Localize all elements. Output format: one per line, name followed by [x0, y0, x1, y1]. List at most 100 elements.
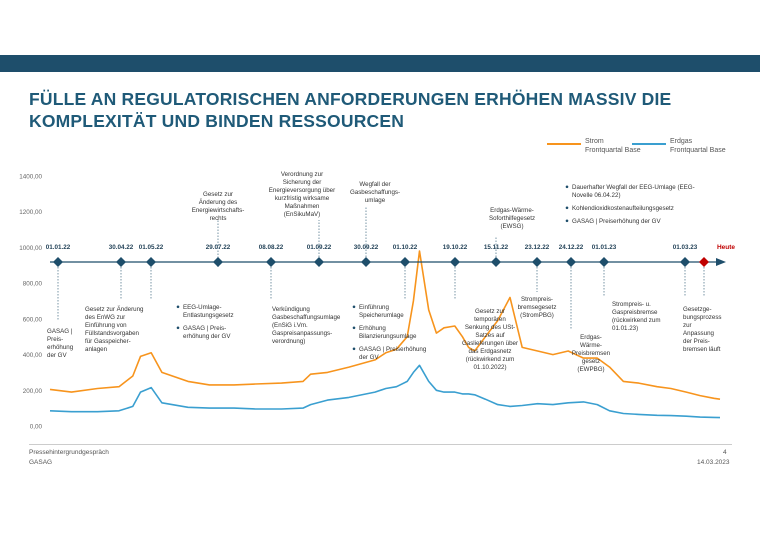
note-storage-levy: Speicherumlage	[359, 312, 404, 319]
note-vat-reduction: Gesetz zur	[475, 308, 505, 315]
note-gasag-price-jun: erhöhung der GV	[183, 333, 231, 340]
note-ewpbg: Wärme-	[580, 342, 602, 349]
y-tick-label: 1000,00	[19, 245, 42, 252]
timeline-marker	[314, 257, 324, 267]
note-legislation-ongoing: bremsen läuft	[683, 346, 721, 353]
footer-page-number: 4	[723, 449, 727, 456]
note-gas-levy-removal: Gasbeschaffungs-	[350, 189, 400, 196]
price-chart: 0,00200,00400,00600,00800,001000,001200,…	[0, 0, 760, 537]
y-tick-label: 200,00	[23, 388, 43, 395]
note-price-brakes: Strompreis- u.	[612, 301, 651, 308]
note-enwg-storage: anlagen	[85, 346, 108, 353]
y-tick-label: 600,00	[23, 316, 43, 323]
note-gasag-price-oct-bullet	[353, 348, 356, 351]
footer-date: 14.03.2023	[697, 459, 730, 466]
note-ensikumav: Verordnung zur	[281, 171, 323, 178]
timeline-marker	[266, 257, 276, 267]
note-gasag-price-jan: GASAG |	[47, 328, 73, 335]
note-gas-procurement-levy: verordnung)	[272, 338, 305, 345]
note-enwg-change: Änderung des	[199, 199, 238, 206]
note-legislation-ongoing: Gesetzge-	[683, 306, 712, 313]
note-eeg-novelle-bullet	[566, 186, 569, 189]
note-vat-reduction: temporären	[474, 316, 506, 323]
note-ensikumav: Energieversorgung über	[269, 187, 335, 194]
timeline-arrow	[716, 258, 726, 266]
note-strompbg: (StromPBG)	[520, 312, 554, 319]
timeline-date-label: 01.01.22	[46, 244, 71, 251]
note-vat-reduction: Senkung des USt-	[465, 324, 515, 331]
timeline-date-label: 08.08.22	[259, 244, 284, 251]
timeline-date-label: 19.10.22	[443, 244, 468, 251]
note-eeg-relief: Entlastungsgesetz	[183, 312, 234, 319]
note-enwg-storage: des EnWG zur	[85, 314, 125, 321]
note-gas-procurement-levy: (EnSiG i.Vm.	[272, 322, 308, 329]
note-balancing-levy: Bilanzierungsumlage	[359, 333, 417, 340]
note-storage-levy: Einführung	[359, 304, 389, 311]
note-vat-reduction: Gaslieferungen über	[462, 340, 518, 347]
note-gasag-price-1: GASAG | Preiserhöhung der GV	[572, 218, 661, 225]
note-co2-cost-bullet	[566, 207, 569, 210]
note-legislation-ongoing: bungsprozess	[683, 314, 722, 321]
note-gas-procurement-levy: Gasbeschaffungsumlage	[272, 314, 341, 321]
note-ensikumav: Sicherung der	[283, 179, 322, 186]
note-legislation-ongoing: zur	[683, 322, 692, 329]
note-legislation-ongoing: Anpassung	[683, 330, 715, 337]
timeline-marker	[116, 257, 126, 267]
note-gasag-price-oct: GASAG | Preiserhöhung	[359, 346, 427, 353]
note-gasag-price-jun-bullet	[177, 327, 180, 330]
y-tick-label: 400,00	[23, 352, 43, 359]
note-ensikumav: Maßnahmen	[285, 203, 320, 210]
today-marker	[699, 257, 709, 267]
note-enwg-storage: Gesetz zur Änderung	[85, 306, 144, 313]
note-gas-procurement-levy: Gaspreisanpassungs-	[272, 330, 332, 337]
note-gasag-price-jan: Preis-	[47, 336, 63, 343]
y-tick-label: 800,00	[23, 281, 43, 288]
timeline-date-label: 01.10.22	[393, 244, 418, 251]
note-legislation-ongoing: der Preis-	[683, 338, 710, 345]
note-co2-cost: Kohlendioxidkostenaufteilungsgesetz	[572, 205, 674, 212]
footer-event: Pressehintergrundgespräch	[29, 449, 109, 456]
footer-company: GASAG	[29, 459, 52, 466]
note-vat-reduction: Satzes auf	[475, 332, 505, 339]
note-gasag-price-jun: GASAG | Preis-	[183, 325, 226, 332]
note-gas-procurement-levy: Verkündigung	[272, 306, 310, 313]
note-ewpbg: (EWPBG)	[577, 366, 604, 373]
timeline-marker	[53, 257, 63, 267]
y-tick-label: 0,00	[30, 424, 43, 431]
note-price-brakes: 01.01.23)	[612, 325, 638, 332]
note-ewpbg: Erdgas-	[580, 334, 602, 341]
note-balancing-levy-bullet	[353, 327, 356, 330]
note-price-brakes: Gaspreisbremse	[612, 309, 658, 316]
note-gasag-price-jan: erhöhung	[47, 344, 74, 351]
note-eeg-relief: EEG-Umlage-	[183, 304, 222, 311]
timeline-marker	[146, 257, 156, 267]
note-ensikumav: (EnSikuMaV)	[284, 211, 320, 218]
timeline-date-label: 01.03.23	[673, 244, 698, 251]
today-label: Heute	[717, 244, 735, 251]
timeline-marker	[680, 257, 690, 267]
timeline-marker	[566, 257, 576, 267]
note-ewpbg: Preisbremsen	[572, 350, 611, 357]
note-vat-reduction: (rückwirkend zum	[466, 356, 514, 363]
timeline-marker	[400, 257, 410, 267]
footer-divider	[29, 444, 732, 445]
note-enwg-change: Energiewirtschafts-	[192, 207, 245, 214]
note-ewsg: Soforthilfegesetz	[489, 215, 535, 222]
note-strompbg: bremsegesetz	[518, 304, 557, 311]
note-eeg-novelle: Novelle 06.04.22)	[572, 192, 621, 199]
note-price-brakes: (rückwirkend zum	[612, 317, 660, 324]
note-balancing-levy: Erhöhung	[359, 325, 386, 332]
timeline-date-label: 23.12.22	[525, 244, 550, 251]
timeline-marker	[361, 257, 371, 267]
note-gasag-price-1-bullet	[566, 220, 569, 223]
timeline-date-label: 01.01.23	[592, 244, 617, 251]
note-enwg-storage: Einführung von	[85, 322, 127, 329]
note-ewpbg: gesetz	[582, 358, 600, 365]
timeline-marker	[491, 257, 501, 267]
note-gasag-price-oct: der GV	[359, 354, 379, 361]
timeline-date-label: 24.12.22	[559, 244, 584, 251]
note-enwg-storage: Füllstandsvorgaben	[85, 330, 140, 337]
note-ewsg: Erdgas-Wärme-	[490, 207, 534, 214]
series-line-gas	[50, 365, 720, 417]
timeline-date-label: 30.04.22	[109, 244, 134, 251]
